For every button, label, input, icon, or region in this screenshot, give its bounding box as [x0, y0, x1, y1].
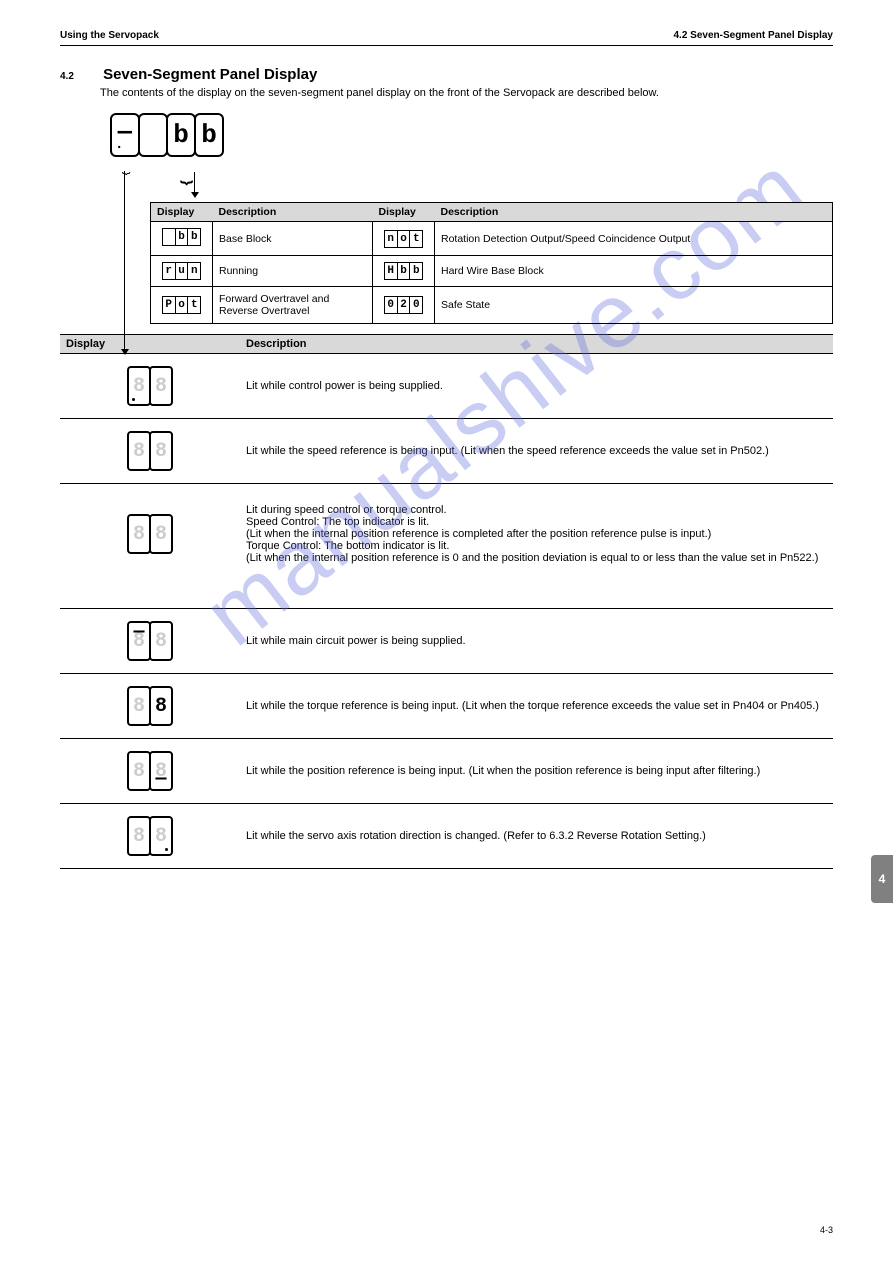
section-number: 4.2: [60, 71, 100, 82]
seg-icon: 88: [127, 431, 173, 471]
table-row: Pot Forward Overtravel and Reverse Overt…: [151, 287, 833, 324]
panel-display-large: ‒. b b: [110, 113, 224, 157]
seg-icon: 88‒: [127, 751, 173, 791]
seg-icon: ‒88: [127, 621, 173, 661]
header-left: Using the Servopack: [60, 30, 159, 41]
header-rule: [60, 45, 833, 46]
table-row: 88 Lit while control power is being supp…: [60, 354, 833, 419]
table-row: 88 Lit during speed control or torque co…: [60, 484, 833, 609]
seg-icon: 88: [127, 816, 173, 856]
footer-right: 4-3: [820, 1225, 833, 1235]
table-row: 88 Lit while the speed reference is bein…: [60, 419, 833, 484]
th-description: Description: [240, 335, 833, 354]
seg-icon: run: [162, 262, 202, 280]
seg-icon: not: [384, 230, 424, 248]
header-right: 4.2 Seven-Segment Panel Display: [673, 30, 833, 41]
footer: 4-3: [60, 1225, 833, 1235]
th-display1: Display: [151, 203, 213, 222]
th-desc1: Description: [213, 203, 373, 222]
th-display2: Display: [373, 203, 435, 222]
seg-icon: 88: [127, 514, 173, 554]
seg-icon: 88: [127, 686, 173, 726]
section-title: Seven-Segment Panel Display: [103, 66, 317, 83]
seg-icon: Pot: [162, 296, 202, 314]
th-desc2: Description: [435, 203, 833, 222]
header-row: Using the Servopack 4.2 Seven-Segment Pa…: [60, 30, 833, 41]
seg-icon: bb: [162, 228, 202, 246]
seg-icon: Hbb: [384, 262, 424, 280]
table-row: 88 Lit while the torque reference is bei…: [60, 674, 833, 739]
th-display: Display: [60, 335, 240, 354]
seg-icon: 88: [127, 366, 173, 406]
table-row: bb Base Block not Rotation Detection Out…: [151, 222, 833, 256]
table-row: run Running Hbb Hard Wire Base Block: [151, 256, 833, 287]
page-content: Using the Servopack 4.2 Seven-Segment Pa…: [0, 0, 893, 899]
status-table: Display Description Display Description …: [150, 202, 833, 324]
indicator-table: Display Description 88 Lit while control…: [60, 334, 833, 869]
seg-icon: 020: [384, 296, 424, 314]
table-row: 88‒ Lit while the position reference is …: [60, 739, 833, 804]
table-row: ‒88 Lit while main circuit power is bein…: [60, 609, 833, 674]
section-subtext: The contents of the display on the seven…: [100, 87, 833, 99]
table-row: 88 Lit while the servo axis rotation dir…: [60, 804, 833, 869]
page-tab: 4: [871, 855, 893, 903]
connector-line: [124, 171, 125, 353]
